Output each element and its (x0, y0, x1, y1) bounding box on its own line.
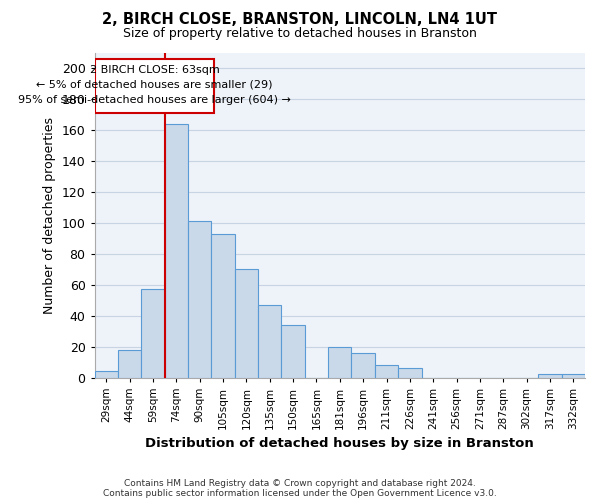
FancyBboxPatch shape (95, 58, 214, 113)
Bar (188, 221, 211, 378)
Bar (258, 305, 281, 378)
Text: Contains HM Land Registry data © Crown copyright and database right 2024.: Contains HM Land Registry data © Crown c… (124, 478, 476, 488)
Bar (142, 290, 164, 378)
Text: Size of property relative to detached houses in Branston: Size of property relative to detached ho… (123, 28, 477, 40)
X-axis label: Distribution of detached houses by size in Branston: Distribution of detached houses by size … (145, 437, 534, 450)
Text: 2 BIRCH CLOSE: 63sqm: 2 BIRCH CLOSE: 63sqm (89, 64, 220, 74)
Bar (95, 372, 118, 378)
Bar (211, 234, 235, 378)
Bar (375, 365, 398, 378)
Bar (352, 353, 375, 378)
Y-axis label: Number of detached properties: Number of detached properties (43, 116, 56, 314)
Bar (235, 269, 258, 378)
Bar (398, 368, 422, 378)
Text: ← 5% of detached houses are smaller (29): ← 5% of detached houses are smaller (29) (36, 79, 273, 89)
Text: 95% of semi-detached houses are larger (604) →: 95% of semi-detached houses are larger (… (18, 94, 291, 104)
Bar (562, 374, 585, 378)
Bar (328, 346, 352, 378)
Bar (118, 350, 142, 378)
Bar (281, 325, 305, 378)
Bar (164, 124, 188, 378)
Text: Contains public sector information licensed under the Open Government Licence v3: Contains public sector information licen… (103, 488, 497, 498)
Text: 2, BIRCH CLOSE, BRANSTON, LINCOLN, LN4 1UT: 2, BIRCH CLOSE, BRANSTON, LINCOLN, LN4 1… (103, 12, 497, 28)
Bar (538, 374, 562, 378)
